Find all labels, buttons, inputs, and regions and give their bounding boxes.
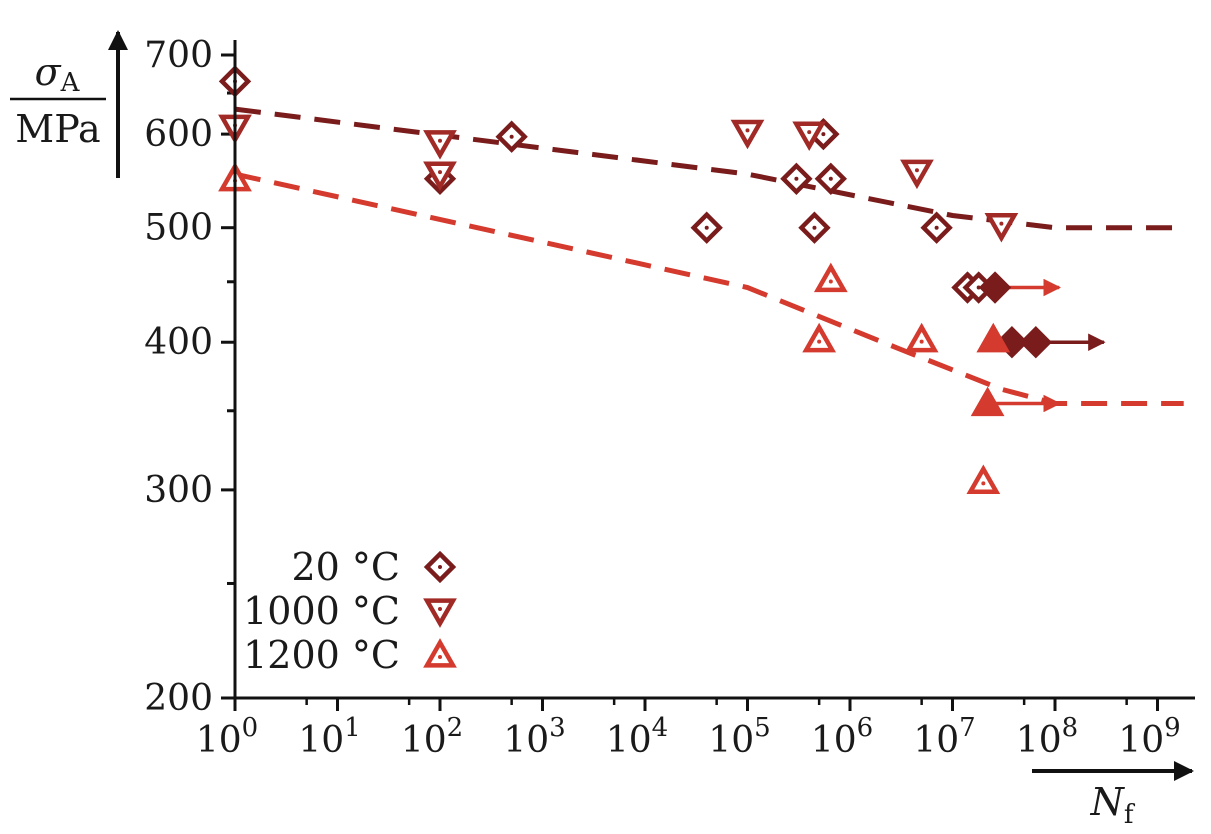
trend-line: [234, 171, 1184, 406]
data-point: [904, 322, 939, 353]
x-tick-label: 105: [708, 713, 770, 761]
runout-point: [978, 271, 1012, 304]
data-point: [730, 119, 765, 150]
data-point: [984, 213, 1019, 243]
tick-labels: 200 300 400 500 600 700 100 101 102 103 104 105 106 1…: [144, 35, 1180, 761]
data-point: [423, 130, 457, 160]
tick-marks: [221, 53, 1159, 711]
x-tick-label: 100: [196, 713, 258, 761]
y-tick-label: 700: [144, 35, 213, 76]
runout-point: [1019, 326, 1053, 359]
legend-label: 20 °C: [291, 545, 400, 589]
x-tick-label: 104: [606, 713, 668, 761]
y-tick-label: 200: [144, 678, 213, 719]
x-tick-label: 103: [503, 713, 565, 761]
data-point: [798, 211, 831, 244]
legend-label: 1200 °C: [243, 633, 400, 677]
data-point: [780, 162, 813, 195]
x-tick-label: 107: [913, 713, 975, 761]
data-point: [814, 162, 848, 195]
trend-line: [234, 106, 1184, 231]
legend-marker: [423, 638, 457, 668]
x-tick-label: 108: [1016, 713, 1078, 761]
x-axis-symbol: Nf: [1090, 780, 1136, 830]
y-tick-label: 600: [144, 114, 213, 155]
legend-label: 1000 °C: [243, 589, 400, 633]
y-axis-unit: MPa: [15, 107, 100, 151]
y-tick-label: 400: [144, 322, 213, 363]
data-point: [690, 211, 723, 244]
data-point: [900, 159, 934, 190]
data-point: [792, 121, 827, 152]
axes: [233, 40, 1195, 700]
x-tick-label: 109: [1118, 713, 1180, 761]
data-point: [495, 120, 528, 153]
data-point: [813, 262, 848, 293]
legend-marker: [423, 550, 457, 584]
trend-lines: [234, 106, 1184, 406]
x-tick-label: 102: [401, 713, 463, 761]
legend-marker: [423, 598, 457, 628]
data-point: [802, 322, 837, 353]
y-axis-symbol: σA: [35, 50, 81, 98]
data-point: [920, 211, 953, 244]
axis-titles: σA MPa Nf: [10, 30, 1194, 830]
data-point: [966, 464, 1001, 495]
x-tick-label: 106: [811, 713, 873, 761]
runout-point: [976, 322, 1011, 353]
data-point: [423, 161, 457, 192]
x-tick-label: 101: [298, 713, 360, 761]
data-markers: [218, 65, 1053, 495]
runout-point: [970, 386, 1005, 417]
y-tick-label: 300: [144, 470, 213, 511]
y-tick-label: 500: [144, 208, 213, 249]
